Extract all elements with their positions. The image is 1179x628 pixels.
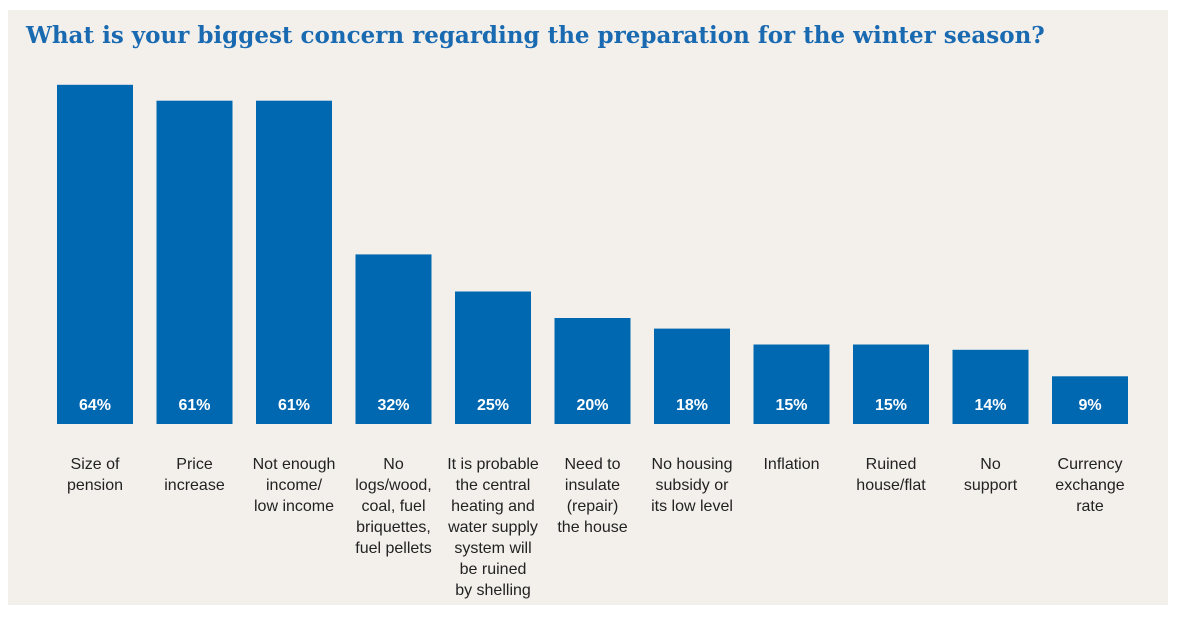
bar [853, 344, 929, 424]
bar-value-label: 61% [278, 397, 310, 414]
bar [654, 328, 730, 424]
bar-value-label: 15% [775, 397, 807, 414]
bar [952, 349, 1029, 424]
bar-value-label: 20% [576, 397, 608, 414]
category-label: No housing subsidy or its low level [651, 456, 733, 515]
category-label: Size of pension [67, 456, 123, 494]
bar-value-label: 9% [1078, 397, 1101, 414]
bar [753, 344, 830, 424]
bar [57, 84, 133, 425]
category-label: Inflation [763, 456, 819, 473]
bar [554, 318, 631, 424]
bar-value-label: 18% [676, 397, 708, 414]
bar-value-label: 25% [477, 397, 509, 414]
bar-value-label: 15% [875, 397, 907, 414]
category-label: Ruined house/flat [856, 456, 926, 494]
bar [455, 291, 531, 424]
category-label: Need to insulate (repair) the house [557, 456, 627, 536]
bar-value-label: 14% [974, 397, 1006, 414]
bar-value-label: 61% [178, 397, 210, 414]
bar-value-label: 32% [377, 397, 409, 414]
bar [156, 100, 233, 424]
category-label: Not enough income/low income [253, 456, 336, 515]
category-label: It is probable the central heating and wate… [447, 456, 539, 599]
category-label: No logs/wood, coal, fuel briquettes, fuel pe… [355, 456, 432, 557]
bar [256, 100, 332, 424]
category-label: Currency exchange rate [1055, 456, 1124, 515]
category-label: Price increase [164, 456, 225, 494]
category-label: No support [964, 456, 1018, 494]
bar-value-label: 64% [79, 397, 111, 414]
bar [1052, 376, 1128, 424]
chart-title: What is your biggest concern regarding t… [26, 22, 1045, 49]
bar [355, 254, 432, 424]
